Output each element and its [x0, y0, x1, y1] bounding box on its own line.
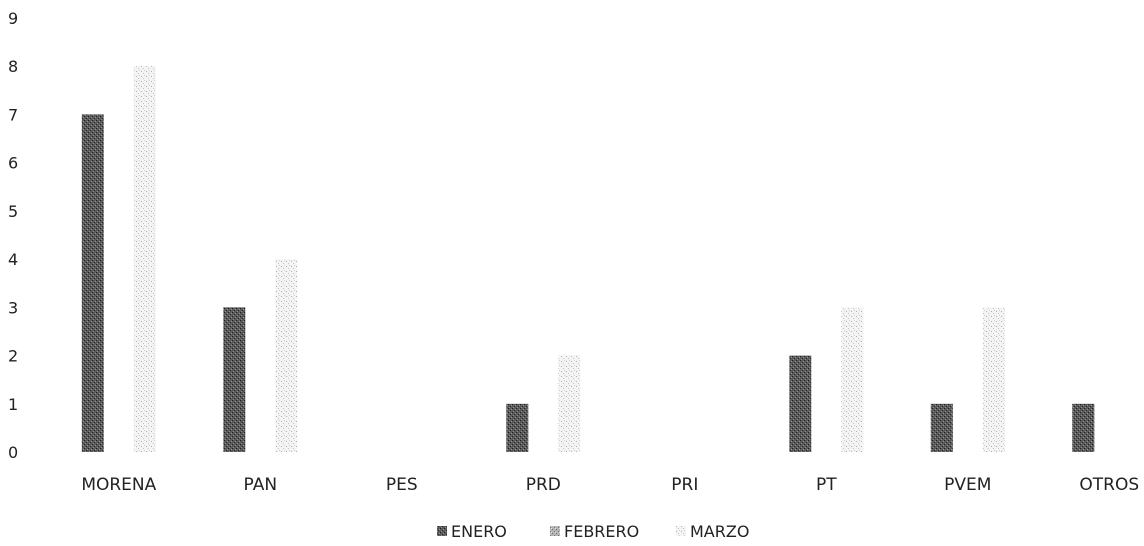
y-tick-label: 8: [8, 57, 18, 76]
legend-label-enero: ENERO: [451, 522, 507, 541]
bar-enero-otros: [1072, 403, 1095, 452]
y-tick-label: 5: [8, 202, 18, 221]
bars: [81, 66, 1095, 453]
x-tick-label: PRD: [526, 475, 561, 495]
legend-swatch-marzo: [676, 526, 686, 536]
y-tick-label: 2: [8, 347, 18, 366]
bar-marzo-pt: [841, 307, 864, 452]
x-tick-label: PVEM: [944, 475, 991, 495]
y-tick-label: 0: [8, 443, 18, 462]
x-axis: MORENA PAN PES PRD PRI PT PVEM OTROS: [81, 475, 1139, 495]
x-tick-label: PRI: [671, 475, 698, 495]
legend-swatch-enero: [437, 526, 447, 536]
bar-marzo-prd: [558, 355, 581, 452]
y-tick-label: 9: [8, 9, 18, 28]
bar-marzo-pvem: [982, 307, 1005, 452]
y-tick-label: 6: [8, 154, 18, 173]
bar-marzo-pan: [275, 259, 298, 452]
bar-enero-pvem: [930, 403, 953, 452]
legend-label-marzo: MARZO: [690, 522, 749, 541]
x-tick-label: MORENA: [81, 475, 156, 495]
legend: ENERO FEBRERO MARZO: [437, 522, 749, 541]
x-tick-label: PAN: [244, 475, 278, 495]
bar-enero-pan: [223, 307, 246, 452]
y-tick-label: 7: [8, 105, 18, 124]
y-tick-label: 3: [8, 298, 18, 317]
bar-enero-pt: [789, 355, 812, 452]
y-axis: 0 1 2 3 4 5 6 7 8 9: [8, 9, 18, 462]
y-tick-label: 1: [8, 395, 18, 414]
legend-swatch-febrero: [550, 526, 560, 536]
bar-enero-prd: [506, 403, 529, 452]
x-tick-label: PT: [816, 475, 837, 495]
bar-enero-morena: [81, 114, 104, 453]
bar-marzo-morena: [133, 66, 156, 452]
x-tick-label: PES: [386, 475, 418, 495]
y-tick-label: 4: [8, 250, 18, 269]
legend-label-febrero: FEBRERO: [564, 522, 639, 541]
x-tick-label: OTROS: [1079, 475, 1139, 495]
